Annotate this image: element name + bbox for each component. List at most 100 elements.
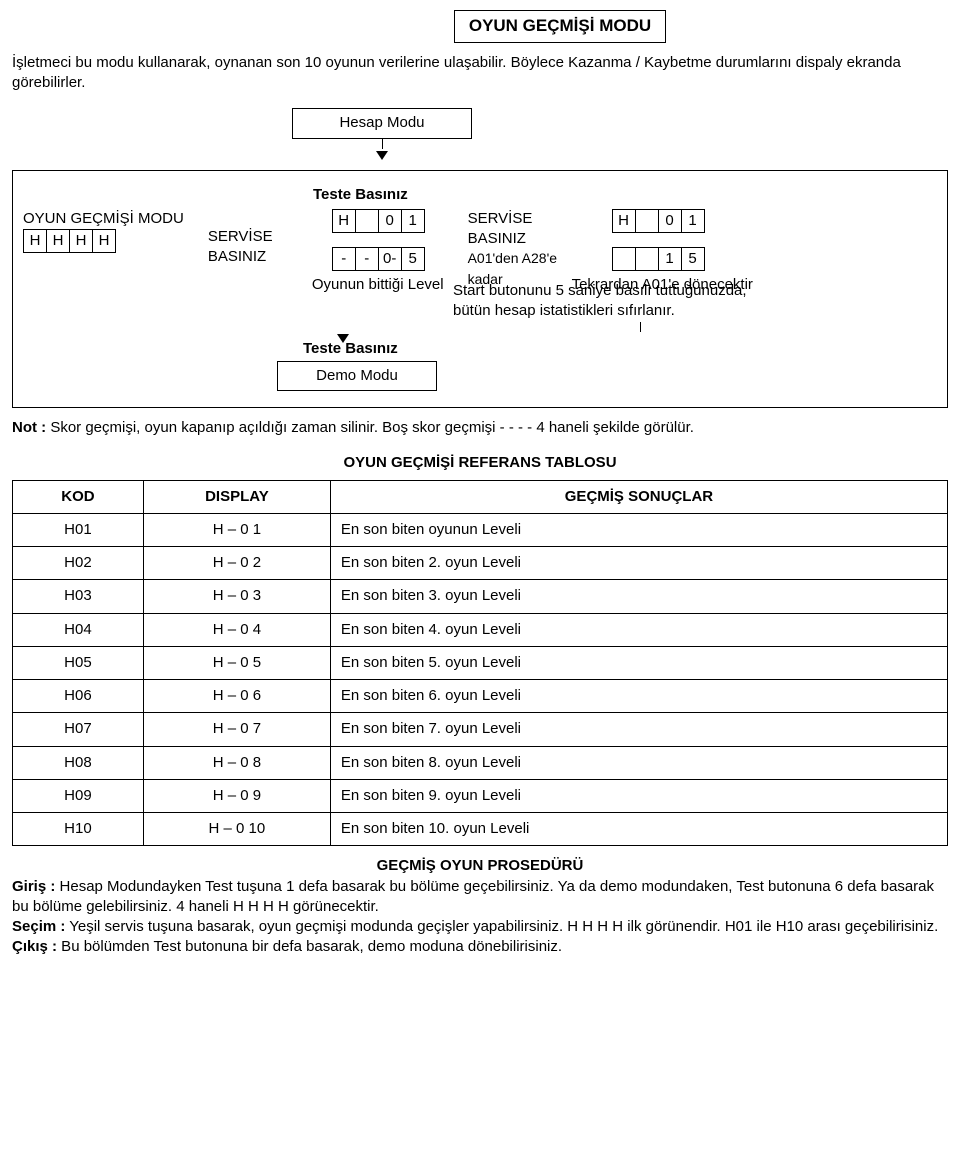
left-cells: HHHH: [23, 229, 184, 253]
page-title: OYUN GEÇMİŞİ MODU: [469, 16, 651, 35]
table-row: H10H – 0 10En son biten 10. oyun Leveli: [13, 813, 948, 846]
table-cell: H03: [13, 580, 144, 613]
table-cell: En son biten 4. oyun Leveli: [330, 613, 947, 646]
proc-secim: Seçim : Yeşil servis tuşuna basarak, oyu…: [12, 917, 948, 937]
proc-giris: Giriş : Hesap Modundayken Test tuşuna 1 …: [12, 877, 948, 918]
table-cell: H – 0 1: [143, 513, 330, 546]
table-cell: H04: [13, 613, 144, 646]
table-cell: H – 0 8: [143, 746, 330, 779]
table-cell: En son biten 5. oyun Leveli: [330, 646, 947, 679]
table-header: KOD: [13, 480, 144, 513]
display-cell: -: [332, 247, 356, 271]
display-cell: 0: [658, 209, 682, 233]
table-cell: En son biten 7. oyun Leveli: [330, 713, 947, 746]
page-title-box: OYUN GEÇMİŞİ MODU: [454, 10, 666, 43]
display-cell: [635, 209, 659, 233]
table-cell: H – 0 6: [143, 680, 330, 713]
display-cell: H: [92, 229, 116, 253]
ref-table-title: OYUN GEÇMİŞİ REFERANS TABLOSU: [12, 453, 948, 473]
demo-modu-box: Demo Modu: [277, 361, 437, 391]
display-cell: [635, 247, 659, 271]
table-cell: H – 0 4: [143, 613, 330, 646]
table-cell: En son biten oyunun Leveli: [330, 513, 947, 546]
cells-level: --0-5: [332, 247, 424, 271]
table-cell: En son biten 10. oyun Leveli: [330, 813, 947, 846]
table-row: H09H – 0 9En son biten 9. oyun Leveli: [13, 779, 948, 812]
table-cell: H09: [13, 779, 144, 812]
table-cell: H07: [13, 713, 144, 746]
reference-table: KODDISPLAYGEÇMİŞ SONUÇLAR H01H – 0 1En s…: [12, 480, 948, 847]
middle-group: H01 --0-5 Oyunun bittiği Level: [312, 209, 444, 295]
hesap-modu-label: Hesap Modu: [339, 114, 424, 131]
note-rest: Skor geçmişi, oyun kapanıp açıldığı zama…: [46, 419, 694, 436]
table-cell: H06: [13, 680, 144, 713]
teste-basiniz-top: Teste Basınız: [313, 186, 408, 203]
servise-label-2: SERVİSE BASINIZ A01'den A28'e kadar: [468, 209, 588, 290]
display-cell: H: [612, 209, 636, 233]
table-cell: H05: [13, 646, 144, 679]
table-cell: H08: [13, 746, 144, 779]
left-group: OYUN GEÇMİŞİ MODU HHHH: [23, 209, 184, 253]
display-cell: 0-: [378, 247, 402, 271]
servise-label-1: SERVİSE BASINIZ: [208, 227, 288, 268]
display-cell: [612, 247, 636, 271]
teste-basiniz-bottom: Teste Basınız: [303, 340, 398, 357]
display-cell: H: [69, 229, 93, 253]
left-label: OYUN GEÇMİŞİ MODU: [23, 209, 184, 229]
table-header: GEÇMİŞ SONUÇLAR: [330, 480, 947, 513]
table-row: H03H – 0 3En son biten 3. oyun Leveli: [13, 580, 948, 613]
table-cell: En son biten 2. oyun Leveli: [330, 547, 947, 580]
display-cell: 0: [378, 209, 402, 233]
proc-cikis-b: Çıkış :: [12, 938, 57, 955]
level-label: Oyunun bittiği Level: [312, 275, 444, 295]
servise-2-text: SERVİSE BASINIZ: [468, 210, 533, 247]
intro-text: İşletmeci bu modu kullanarak, oynanan so…: [12, 53, 948, 94]
table-row: H05H – 0 5En son biten 5. oyun Leveli: [13, 646, 948, 679]
proc-cikis-text: Bu bölümden Test butonuna bir defa basar…: [57, 938, 562, 955]
table-header: DISPLAY: [143, 480, 330, 513]
note-bold: Not :: [12, 419, 46, 436]
proc-secim-text: Yeşil servis tuşuna basarak, oyun geçmiş…: [65, 918, 938, 935]
demo-modu-label: Demo Modu: [316, 367, 398, 384]
display-cell: 1: [658, 247, 682, 271]
cells-15: 15: [612, 247, 704, 271]
table-cell: H – 0 5: [143, 646, 330, 679]
proc-title: GEÇMİŞ OYUN PROSEDÜRÜ: [12, 856, 948, 876]
proc-secim-b: Seçim :: [12, 918, 65, 935]
display-cell: -: [355, 247, 379, 271]
table-row: H04H – 0 4En son biten 4. oyun Leveli: [13, 613, 948, 646]
proc-giris-b: Giriş :: [12, 878, 55, 895]
display-cell: 5: [401, 247, 425, 271]
table-row: H02H – 0 2En son biten 2. oyun Leveli: [13, 547, 948, 580]
display-cell: [355, 209, 379, 233]
display-cell: H: [46, 229, 70, 253]
display-cell: 5: [681, 247, 705, 271]
proc-cikis: Çıkış : Bu bölümden Test butonuna bir de…: [12, 937, 948, 957]
table-cell: En son biten 9. oyun Leveli: [330, 779, 947, 812]
servise-1-text: SERVİSE BASINIZ: [208, 228, 273, 265]
display-cell: H: [23, 229, 47, 253]
table-cell: H – 0 2: [143, 547, 330, 580]
procedure-block: GEÇMİŞ OYUN PROSEDÜRÜ Giriş : Hesap Modu…: [12, 856, 948, 957]
table-cell: H – 0 9: [143, 779, 330, 812]
table-cell: H10: [13, 813, 144, 846]
display-cell: 1: [681, 209, 705, 233]
hesap-modu-box: Hesap Modu: [292, 108, 472, 138]
cells-h01: H01: [332, 209, 424, 233]
cells-h01-2: H01: [612, 209, 704, 233]
flow-diagram-container: Teste Basınız OYUN GEÇMİŞİ MODU HHHH SER…: [12, 170, 948, 409]
table-cell: H01: [13, 513, 144, 546]
table-cell: H – 0 10: [143, 813, 330, 846]
table-cell: H – 0 7: [143, 713, 330, 746]
display-cell: 1: [401, 209, 425, 233]
start-note-1: Start butonunu 5 saniye basılı tuttuğunu…: [453, 281, 937, 301]
table-row: H08H – 0 8En son biten 8. oyun Leveli: [13, 746, 948, 779]
note-line: Not : Skor geçmişi, oyun kapanıp açıldığ…: [12, 418, 948, 438]
start-note-2: bütün hesap istatistikleri sıfırlanır.: [453, 301, 937, 321]
table-cell: H – 0 3: [143, 580, 330, 613]
table-row: H07H – 0 7En son biten 7. oyun Leveli: [13, 713, 948, 746]
display-cell: H: [332, 209, 356, 233]
table-cell: H02: [13, 547, 144, 580]
table-cell: En son biten 6. oyun Leveli: [330, 680, 947, 713]
table-row: H01H – 0 1En son biten oyunun Leveli: [13, 513, 948, 546]
